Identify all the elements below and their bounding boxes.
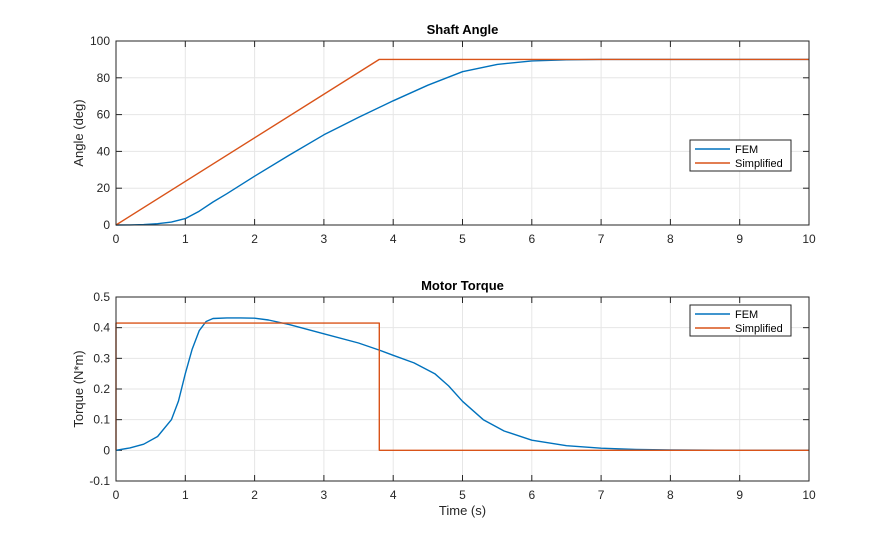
x-tick-label: 6 [528, 232, 535, 246]
legend-label-simplified: Simplified [735, 323, 783, 335]
y-tick-label: 0.2 [93, 382, 110, 396]
x-tick-label: 5 [459, 488, 466, 502]
y-tick-label: 0.4 [93, 321, 110, 335]
y-axis-label: Torque (N*m) [71, 350, 86, 427]
x-tick-label: 8 [667, 232, 674, 246]
x-tick-label: 5 [459, 232, 466, 246]
y-axis-label: Angle (deg) [71, 99, 86, 166]
series-line-fem [115, 58, 809, 226]
y-tick-label: 0 [103, 218, 110, 232]
axes-box [115, 40, 810, 226]
y-tick-label: -0.1 [89, 474, 110, 488]
x-tick-label: 3 [321, 232, 328, 246]
legend-label-fem: FEM [735, 144, 758, 156]
y-tick-label: 20 [97, 181, 111, 195]
x-tick-label: 7 [598, 488, 605, 502]
x-axis-label: Time (s) [439, 503, 486, 518]
x-tick-label: 10 [802, 232, 816, 246]
chart-title: Motor Torque [421, 278, 504, 293]
x-tick-label: 10 [802, 488, 816, 502]
legend: FEM Simplified [689, 139, 792, 172]
y-tick-label: 0 [103, 443, 110, 457]
y-tick-label: 0.3 [93, 351, 110, 365]
x-tick-label: 0 [113, 232, 120, 246]
y-tick-label: 60 [97, 108, 111, 122]
series-line-simplified [115, 58, 809, 226]
y-tick-label: 40 [97, 144, 111, 158]
x-tick-label: 6 [528, 488, 535, 502]
x-tick-label: 7 [598, 232, 605, 246]
y-tick-label: 0.5 [93, 290, 110, 304]
y-tick-label: 100 [90, 34, 110, 48]
legend-box [689, 304, 792, 337]
legend-label-fem: FEM [735, 309, 758, 321]
legend-box [689, 139, 792, 172]
x-tick-label: 8 [667, 488, 674, 502]
x-tick-label: 2 [251, 488, 258, 502]
x-tick-label: 1 [182, 488, 189, 502]
x-tick-label: 4 [390, 232, 397, 246]
legend-label-simplified: Simplified [735, 158, 783, 170]
series-line-fem [115, 317, 809, 451]
axes-box [115, 296, 810, 482]
x-tick-label: 3 [321, 488, 328, 502]
x-tick-label: 9 [736, 232, 743, 246]
x-tick-label: 1 [182, 232, 189, 246]
x-tick-label: 2 [251, 232, 258, 246]
x-tick-label: 9 [736, 488, 743, 502]
chart-title: Shaft Angle [427, 22, 499, 37]
y-tick-label: 80 [97, 71, 111, 85]
y-tick-label: 0.1 [93, 413, 110, 427]
x-tick-label: 4 [390, 488, 397, 502]
x-tick-label: 0 [113, 488, 120, 502]
legend: FEM Simplified [689, 304, 792, 337]
